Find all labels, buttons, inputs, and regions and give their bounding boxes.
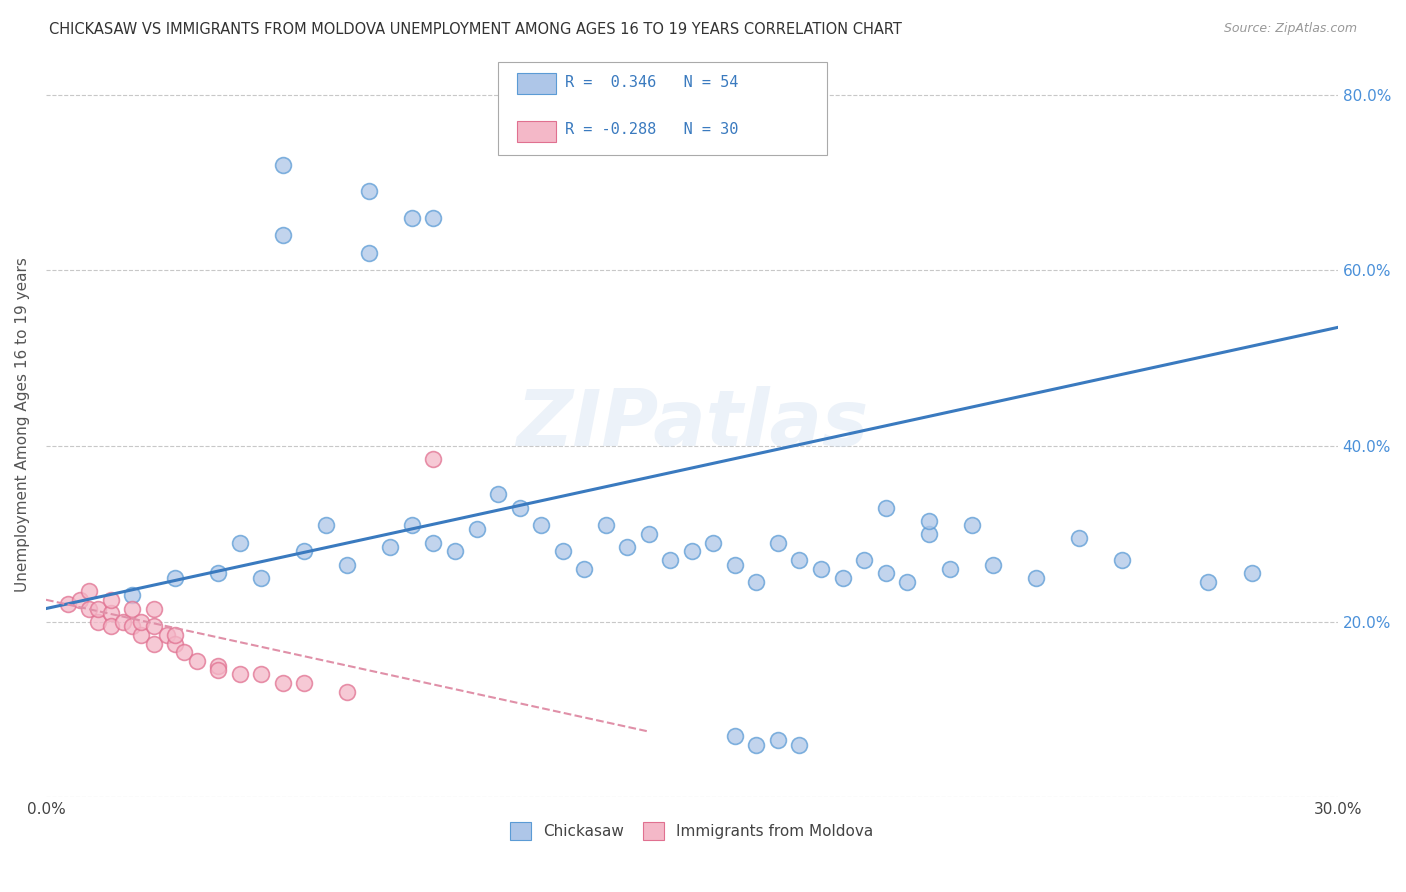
Point <box>745 738 768 752</box>
Point <box>831 571 853 585</box>
Text: R =  0.346   N = 54: R = 0.346 N = 54 <box>565 75 738 89</box>
Point <box>100 592 122 607</box>
Point <box>357 184 380 198</box>
Point <box>129 628 152 642</box>
Point <box>595 518 617 533</box>
Point <box>271 158 294 172</box>
Point <box>77 601 100 615</box>
Point <box>875 566 897 581</box>
Point <box>186 654 208 668</box>
Point <box>659 553 682 567</box>
Point <box>250 571 273 585</box>
Point <box>422 535 444 549</box>
Point <box>207 566 229 581</box>
Point <box>572 562 595 576</box>
Text: R = -0.288   N = 30: R = -0.288 N = 30 <box>565 122 738 137</box>
Point <box>509 500 531 515</box>
Point <box>1025 571 1047 585</box>
Point <box>121 588 143 602</box>
Point <box>981 558 1004 572</box>
Point <box>86 615 108 629</box>
Point <box>875 500 897 515</box>
Point <box>292 544 315 558</box>
Point <box>207 663 229 677</box>
Point <box>896 575 918 590</box>
Point <box>77 584 100 599</box>
Point <box>681 544 703 558</box>
Point <box>228 535 250 549</box>
Point <box>724 729 747 743</box>
Point <box>917 527 939 541</box>
FancyBboxPatch shape <box>517 73 557 94</box>
Point <box>357 245 380 260</box>
Point <box>401 211 423 225</box>
Point <box>100 606 122 620</box>
Point <box>724 558 747 572</box>
Point <box>100 619 122 633</box>
Point <box>1198 575 1220 590</box>
Y-axis label: Unemployment Among Ages 16 to 19 years: Unemployment Among Ages 16 to 19 years <box>15 257 30 591</box>
Point <box>142 601 165 615</box>
Point <box>745 575 768 590</box>
Point <box>165 637 187 651</box>
Point <box>121 619 143 633</box>
Point <box>551 544 574 558</box>
FancyBboxPatch shape <box>498 62 827 155</box>
Point <box>422 452 444 467</box>
Point <box>766 535 789 549</box>
Point <box>789 738 811 752</box>
Point <box>271 676 294 690</box>
Point <box>336 685 359 699</box>
Text: Source: ZipAtlas.com: Source: ZipAtlas.com <box>1223 22 1357 36</box>
Point <box>142 637 165 651</box>
Point <box>810 562 832 576</box>
Point <box>228 667 250 681</box>
Point <box>1240 566 1263 581</box>
Point <box>142 619 165 633</box>
Point <box>853 553 876 567</box>
Point <box>380 540 402 554</box>
Legend: Chickasaw, Immigrants from Moldova: Chickasaw, Immigrants from Moldova <box>503 816 880 846</box>
Point <box>616 540 638 554</box>
Point <box>637 527 659 541</box>
Point <box>292 676 315 690</box>
Point <box>112 615 135 629</box>
Point <box>86 601 108 615</box>
Point <box>422 211 444 225</box>
Point <box>444 544 467 558</box>
Point <box>766 733 789 747</box>
Point <box>702 535 724 549</box>
Text: ZIPatlas: ZIPatlas <box>516 386 868 462</box>
Point <box>315 518 337 533</box>
Point <box>1111 553 1133 567</box>
Point <box>155 628 177 642</box>
Point <box>56 597 79 611</box>
Point <box>486 487 509 501</box>
Point <box>250 667 273 681</box>
Point <box>165 571 187 585</box>
Point <box>1069 531 1091 545</box>
Point <box>207 658 229 673</box>
Point <box>165 628 187 642</box>
Point <box>401 518 423 533</box>
Point <box>917 514 939 528</box>
Point <box>530 518 553 533</box>
Point <box>69 592 91 607</box>
Point <box>121 601 143 615</box>
FancyBboxPatch shape <box>517 121 557 142</box>
Point <box>939 562 962 576</box>
Point <box>129 615 152 629</box>
Point <box>271 228 294 243</box>
Point <box>173 645 195 659</box>
Point <box>336 558 359 572</box>
Text: CHICKASAW VS IMMIGRANTS FROM MOLDOVA UNEMPLOYMENT AMONG AGES 16 TO 19 YEARS CORR: CHICKASAW VS IMMIGRANTS FROM MOLDOVA UNE… <box>49 22 903 37</box>
Point <box>960 518 983 533</box>
Point <box>465 523 488 537</box>
Point <box>789 553 811 567</box>
